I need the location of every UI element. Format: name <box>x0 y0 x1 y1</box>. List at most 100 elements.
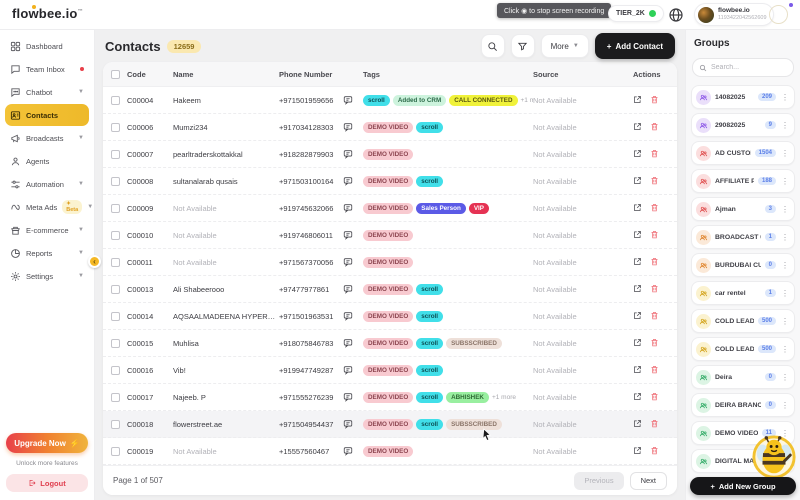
kebab-menu-icon[interactable]: ⋮ <box>781 148 789 158</box>
sidebar-item-settings[interactable]: Settings ▼ <box>5 265 89 287</box>
row-checkbox[interactable] <box>110 203 120 213</box>
open-contact-icon[interactable] <box>633 307 642 325</box>
delete-contact-icon[interactable] <box>650 91 659 109</box>
add-contact-button[interactable]: + Add Contact <box>594 33 675 59</box>
open-contact-icon[interactable] <box>633 361 642 379</box>
chat-icon[interactable] <box>343 203 363 213</box>
group-item[interactable]: COLD LEAD 09..500 ⋮ <box>691 337 795 361</box>
kebab-menu-icon[interactable]: ⋮ <box>781 120 789 130</box>
table-row[interactable]: C00009 Not Available +919745632066 DEMO VID… <box>103 195 677 222</box>
upgrade-button[interactable]: Upgrade Now ⚡ <box>6 433 88 453</box>
open-contact-icon[interactable] <box>633 334 642 352</box>
group-item[interactable]: AD CUSTOME..1504 ⋮ <box>691 141 795 165</box>
open-contact-icon[interactable] <box>633 253 642 271</box>
group-item[interactable]: DEMO VIDEO GR..11 ⋮ <box>691 421 795 445</box>
group-item[interactable]: DEIRA BRANCH0 ⋮ <box>691 393 795 417</box>
row-checkbox[interactable] <box>110 284 120 294</box>
open-contact-icon[interactable] <box>633 442 642 460</box>
open-contact-icon[interactable] <box>633 145 642 163</box>
kebab-menu-icon[interactable]: ⋮ <box>781 372 789 382</box>
next-page-button[interactable]: Next <box>629 471 667 490</box>
table-row[interactable]: C00011 Not Available +971567370056 DEMO VID… <box>103 249 677 276</box>
groups-search[interactable] <box>692 58 794 77</box>
delete-contact-icon[interactable] <box>650 442 659 460</box>
open-contact-icon[interactable] <box>633 388 642 406</box>
delete-contact-icon[interactable] <box>650 388 659 406</box>
chat-icon[interactable] <box>343 257 363 267</box>
table-row[interactable]: C00017 Najeeb. P +971555276239 DEMO VIDEO sc… <box>103 384 677 411</box>
group-item[interactable]: AFFILIATE PART..188 ⋮ <box>691 169 795 193</box>
table-row[interactable]: C00008 sultanalarab qusais +971503100164 DE… <box>103 168 677 195</box>
delete-contact-icon[interactable] <box>650 280 659 298</box>
account-switcher[interactable]: flowbee.io 1193422042562609 <box>694 3 774 26</box>
sidebar-item-chatbot[interactable]: Chatbot ▼ <box>5 81 89 103</box>
open-contact-icon[interactable] <box>633 172 642 190</box>
group-item[interactable]: 29082025 9 ⋮ <box>691 113 795 137</box>
delete-contact-icon[interactable] <box>650 361 659 379</box>
delete-contact-icon[interactable] <box>650 145 659 163</box>
kebab-menu-icon[interactable]: ⋮ <box>781 232 789 242</box>
delete-contact-icon[interactable] <box>650 226 659 244</box>
chat-icon[interactable] <box>343 230 363 240</box>
sidebar-collapse-button[interactable]: ‹ <box>88 255 101 268</box>
delete-contact-icon[interactable] <box>650 118 659 136</box>
open-contact-icon[interactable] <box>633 91 642 109</box>
kebab-menu-icon[interactable]: ⋮ <box>781 400 789 410</box>
chat-icon[interactable] <box>343 122 363 132</box>
delete-contact-icon[interactable] <box>650 334 659 352</box>
delete-contact-icon[interactable] <box>650 415 659 433</box>
group-item[interactable]: BROADCAST 020..1 ⋮ <box>691 225 795 249</box>
kebab-menu-icon[interactable]: ⋮ <box>781 316 789 326</box>
open-contact-icon[interactable] <box>633 415 642 433</box>
select-all-checkbox[interactable] <box>110 69 120 79</box>
row-checkbox[interactable] <box>110 176 120 186</box>
open-contact-icon[interactable] <box>633 280 642 298</box>
table-row[interactable]: C00016 Vib! +919947749287 DEMO VIDEO scroll N… <box>103 357 677 384</box>
row-checkbox[interactable] <box>110 392 120 402</box>
kebab-menu-icon[interactable]: ⋮ <box>781 260 789 270</box>
sidebar-item-broadcasts[interactable]: Broadcasts ▼ <box>5 127 89 149</box>
kebab-menu-icon[interactable]: ⋮ <box>781 204 789 214</box>
logout-button[interactable]: Logout <box>6 474 88 492</box>
group-item[interactable]: COLD LEAD 09..500 ⋮ <box>691 309 795 333</box>
chat-icon[interactable] <box>343 419 363 429</box>
row-checkbox[interactable] <box>110 446 120 456</box>
table-row[interactable]: C00015 Muhlisa +918075846783 DEMO VIDEO scro… <box>103 330 677 357</box>
sidebar-item-contacts[interactable]: Contacts <box>5 104 89 126</box>
sidebar-item-e-commerce[interactable]: E-commerce ▼ <box>5 219 89 241</box>
open-contact-icon[interactable] <box>633 199 642 217</box>
sidebar-item-agents[interactable]: Agents <box>5 150 89 172</box>
filter-button[interactable] <box>510 34 535 58</box>
sidebar-item-dashboard[interactable]: Dashboard <box>5 35 89 57</box>
chat-icon[interactable] <box>343 338 363 348</box>
chat-icon[interactable] <box>343 149 363 159</box>
chat-icon[interactable] <box>343 446 363 456</box>
globe-icon[interactable] <box>668 7 684 23</box>
chat-icon[interactable] <box>343 284 363 294</box>
row-checkbox[interactable] <box>110 122 120 132</box>
user-avatar[interactable] <box>769 5 788 24</box>
table-row[interactable]: C00014 AQSAALMADEENA HYPERMARKET+97150196… <box>103 303 677 330</box>
groups-search-input[interactable] <box>711 64 787 71</box>
more-button[interactable]: More ▼ <box>540 34 589 58</box>
row-checkbox[interactable] <box>110 365 120 375</box>
sidebar-item-reports[interactable]: Reports ▼ <box>5 242 89 264</box>
chat-icon[interactable] <box>343 365 363 375</box>
sidebar-item-automation[interactable]: Automation ▼ <box>5 173 89 195</box>
row-checkbox[interactable] <box>110 311 120 321</box>
delete-contact-icon[interactable] <box>650 199 659 217</box>
table-row[interactable]: C00019 Not Available +15557560467 DEMO VIDE… <box>103 438 677 465</box>
kebab-menu-icon[interactable]: ⋮ <box>781 176 789 186</box>
group-item[interactable]: BURDUBAI CUST..0 ⋮ <box>691 253 795 277</box>
row-checkbox[interactable] <box>110 149 120 159</box>
row-checkbox[interactable] <box>110 95 120 105</box>
table-row[interactable]: C00010 Not Available +919746806011 DEMO VID… <box>103 222 677 249</box>
chat-icon[interactable] <box>343 95 363 105</box>
kebab-menu-icon[interactable]: ⋮ <box>781 344 789 354</box>
row-checkbox[interactable] <box>110 419 120 429</box>
row-checkbox[interactable] <box>110 257 120 267</box>
kebab-menu-icon[interactable]: ⋮ <box>781 92 789 102</box>
chat-icon[interactable] <box>343 176 363 186</box>
delete-contact-icon[interactable] <box>650 307 659 325</box>
add-new-group-button[interactable]: + Add New Group <box>690 477 796 495</box>
